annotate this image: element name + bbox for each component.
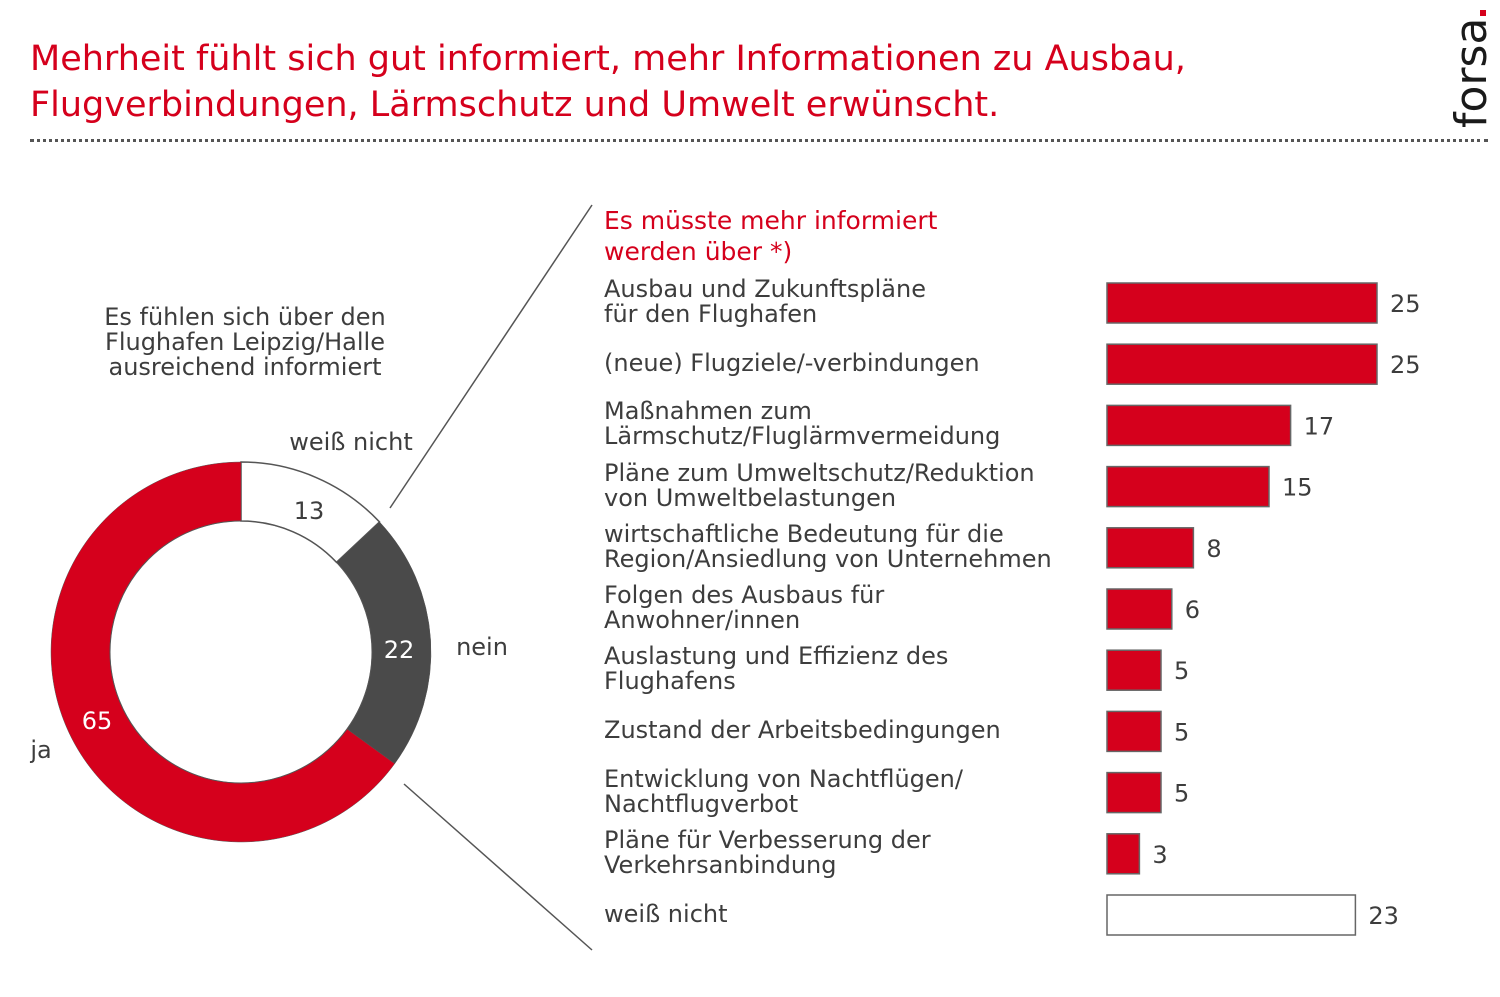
bar-value-label: 25 [1390,290,1421,318]
bar [1106,527,1195,569]
donut-category-label: weiß nicht [289,428,413,456]
bar-category-line: weiß nicht [604,899,728,928]
bar-category-label: wirtschaftliche Bedeutung für die Region/… [604,519,1052,573]
donut-value-label: 13 [294,497,325,525]
bar-category-line: Flughafens [604,667,736,696]
bar-category-line: Region/Ansiedlung von Unternehmen [604,544,1052,573]
logo-text: forsa [1446,18,1497,128]
bar-category-line: Pläne für Verbesserung der [604,825,931,854]
bar-value-label: 5 [1174,718,1189,746]
bar-category-line: Ausbau und Zukunftspläne [604,275,926,303]
bar [1106,465,1270,508]
bar [1106,282,1378,324]
connector-line-bottom [403,783,593,951]
bar-value-label: 23 [1368,902,1399,930]
bar-value-label: 5 [1174,780,1189,808]
bar [1106,771,1162,814]
page-title: Mehrheit fühlt sich gut informiert, mehr… [30,36,1360,128]
donut-value-label: 65 [82,707,113,735]
bar [1106,404,1292,447]
donut-caption-line: Es fühlen sich über den [104,303,386,331]
bar-value-label: 6 [1185,596,1200,624]
bar-category-line: Nachtflugverbot [604,789,799,818]
bar-category-label: (neue) Flugziele/-verbindungen [604,348,980,377]
bar [1106,833,1141,875]
bar-category-label: Auslastung und Effizienz des Flughafens [604,644,948,694]
connector-line-top [389,204,593,509]
bar-chart-heading: Es müsste mehr informiert werden über *) [604,205,937,267]
bar-category-line: Lärmschutz/Fluglärmvermeidung [604,422,1001,451]
bar-value-label: 15 [1282,474,1313,502]
forsa-logo: forsa [1446,10,1497,128]
donut-chart: 13 weiß nicht 22 nein 65 ja [29,428,508,843]
bar-category-label: Pläne für Verbesserung der Verkehrsanbind… [604,825,931,879]
bar-category-line: Auslastung und Effizienz des [604,642,949,671]
bar-category-label: Zustand der Arbeitsbedingungen [604,715,1001,744]
donut-caption-line: Flughafen Leipzig/Halle [105,328,385,356]
donut-value-label: 22 [384,636,415,664]
bar [1106,710,1162,753]
bar [1106,649,1162,691]
title-line: Flugverbindungen, Lärmschutz und Umwelt … [30,85,1000,125]
bar-category-line: Maßnahmen zum [604,397,812,426]
title-divider [30,139,1488,142]
donut-caption: Es fühlen sich über den Flughafen Leipzi… [60,305,430,380]
bar [1106,343,1378,385]
bar-value-label: 17 [1304,412,1335,440]
donut-category-label: ja [29,736,51,764]
bar-chart: 25 25 17 15 8 6 5 5 5 3 23 [1106,282,1421,936]
bar-category-label: Folgen des Ausbaus für Anwohner/innen [604,583,884,633]
bar-value-label: 8 [1206,535,1221,563]
bar-category-label: Pläne zum Umweltschutz/Reduktion von Umwe… [604,458,1035,512]
bar-category-label: Maßnahmen zum Lärmschutz/Fluglärmvermeidu… [604,399,1000,449]
bar-category-line: Folgen des Ausbaus für [604,581,885,609]
bar-category-line: wirtschaftliche Bedeutung für die [604,519,1004,548]
bar-category-label: Ausbau und Zukunftspläne für den Flughafe… [604,277,926,327]
bar-category-line: von Umweltbelastungen [604,483,897,512]
bar-category-line: Entwicklung von Nachtflügen/ [604,764,963,793]
bar-category-line: Anwohner/innen [604,606,801,634]
donut-caption-line: ausreichend informiert [108,353,382,381]
bar-category-label: weiß nicht [604,899,728,928]
bar-category-label: Entwicklung von Nachtflügen/Nachtflugver… [604,764,963,818]
bar [1106,588,1173,630]
bar-category-line: Pläne zum Umweltschutz/Reduktion [604,458,1035,487]
donut-inner-outline [109,520,373,784]
heading-line: Es müsste mehr informiert [604,206,938,235]
bar-value-label: 3 [1152,841,1167,869]
title-line: Mehrheit fühlt sich gut informiert, mehr… [30,39,1186,79]
donut-category-label: nein [456,633,508,661]
bar-value-label: 5 [1174,657,1189,685]
heading-line: werden über *) [604,237,793,266]
logo-dot-icon [1480,10,1486,16]
bar-value-label: 25 [1390,351,1421,379]
bar [1106,894,1357,936]
bar-category-line: Verkehrsanbindung [604,850,837,879]
bar-category-line: Zustand der Arbeitsbedingungen [604,715,1001,744]
bar-category-line: (neue) Flugziele/-verbindungen [604,348,980,377]
bar-category-line: für den Flughafen [604,300,818,328]
